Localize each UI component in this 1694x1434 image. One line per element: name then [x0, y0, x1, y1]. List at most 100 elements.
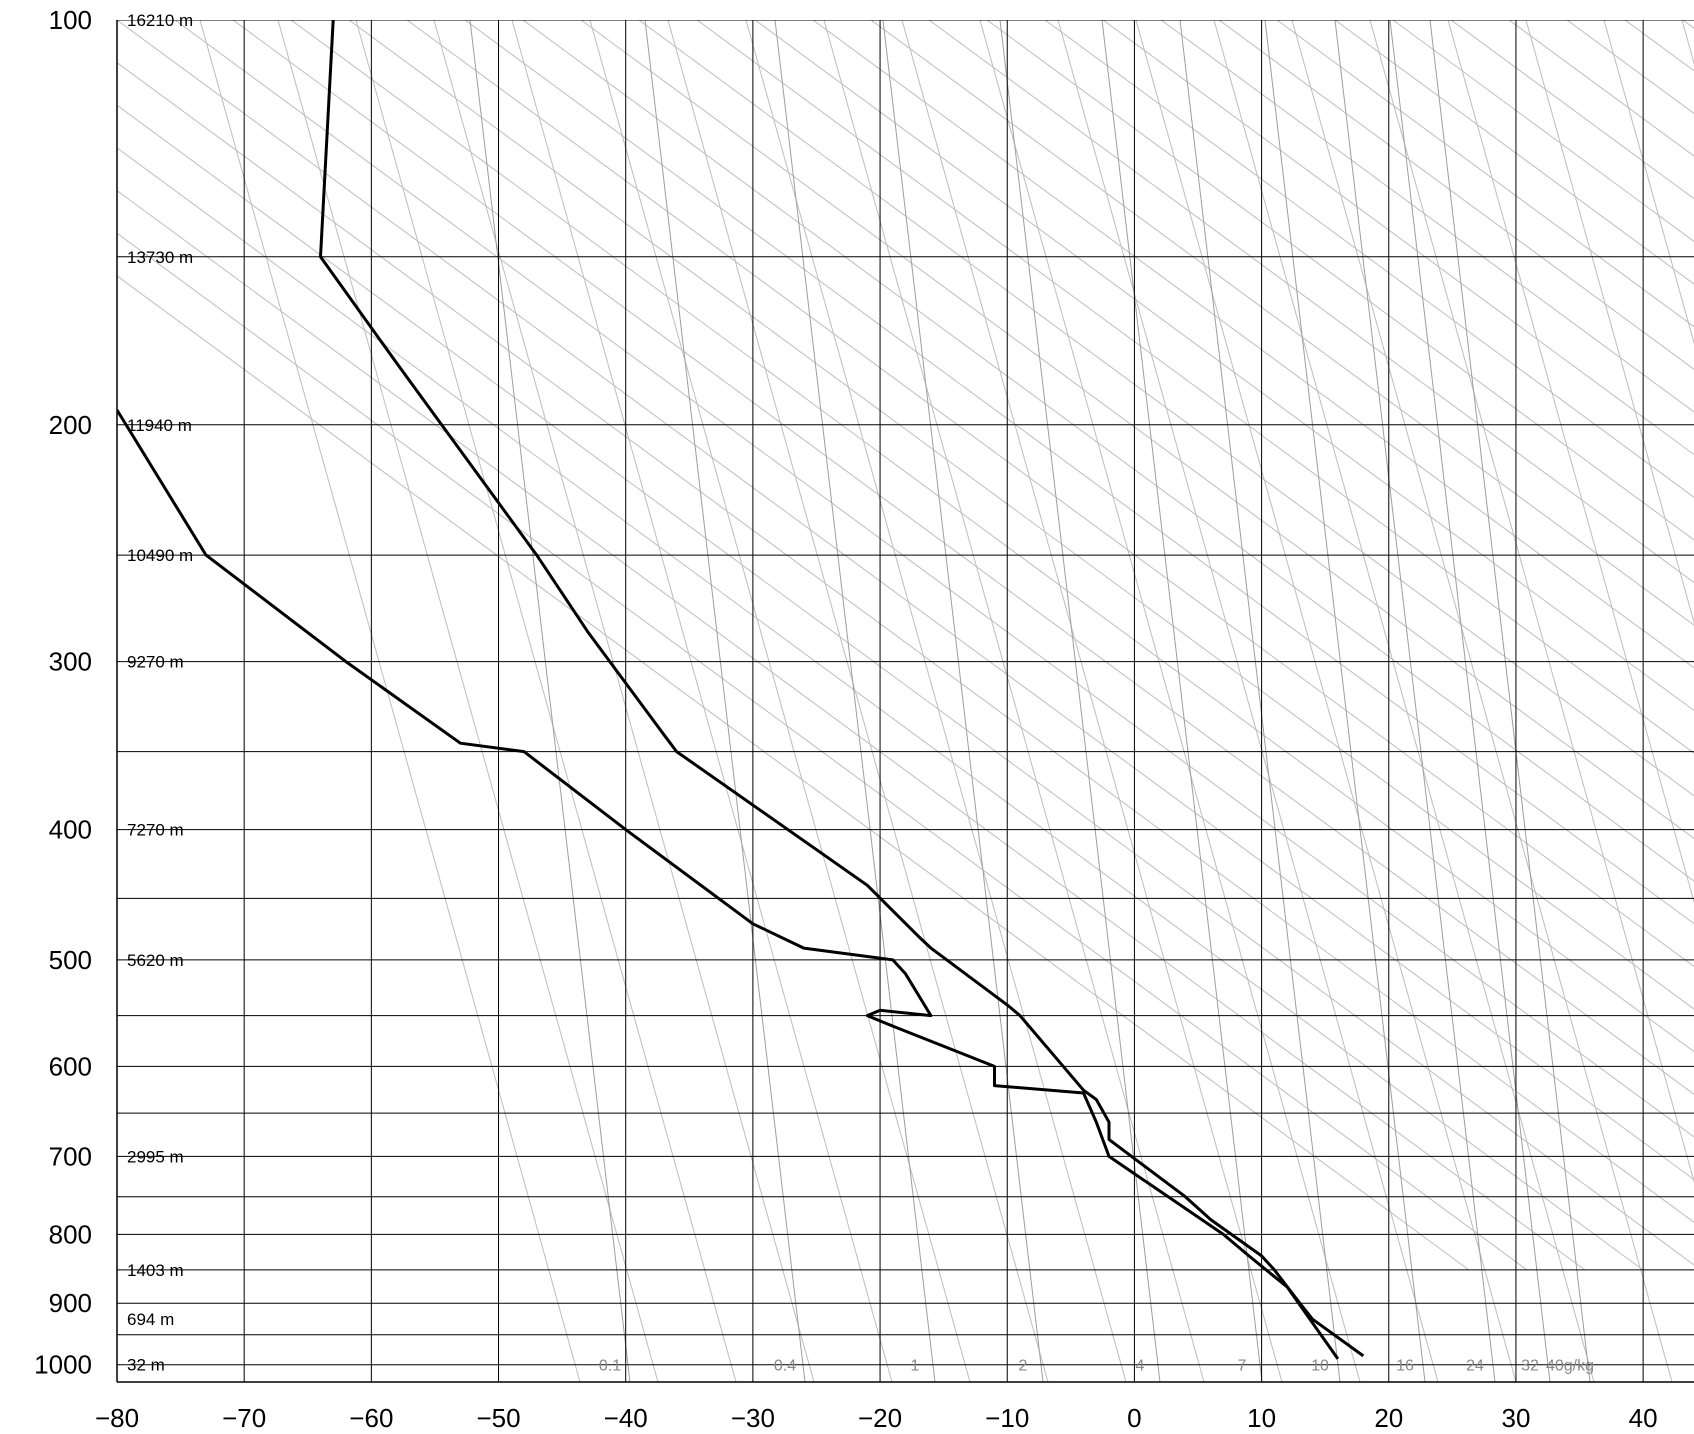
dry-adiabat-line: [986, 20, 1694, 541]
dry-adiabat-line: [232, 20, 1694, 1095]
guide-lines: [117, 20, 1694, 1382]
dry-adiabat-line: [580, 20, 1694, 840]
series-layer: [117, 20, 1365, 1360]
height-label: 9270 m: [127, 653, 184, 672]
mixing-ratio-label: 2: [1019, 1358, 1028, 1375]
x-tick-label: −40: [604, 1403, 648, 1433]
label-layer: 16210 m 13730 m 11940 m 10490 m 9270 m 7270 m…: [127, 11, 1594, 1375]
dry-adiabat-line: [870, 20, 1694, 626]
x-tick-label: −50: [476, 1403, 520, 1433]
height-label: 32 m: [127, 1356, 165, 1375]
x-tick-label: −30: [731, 1403, 775, 1433]
dry-adiabat-line: [1102, 20, 1694, 456]
dry-adiabat-line: [1624, 20, 1694, 72]
dry-adiabat-line: [1160, 20, 1694, 413]
dry-adiabat-line: [117, 62, 1694, 1223]
series-group: [117, 20, 1365, 1360]
frame-layer: [116, 20, 1694, 1383]
grid-layer: [117, 20, 1694, 1382]
dewpoint-profile-line: [117, 409, 1340, 1360]
height-label: 5620 m: [127, 951, 184, 970]
dry-adiabat-line: [1334, 20, 1694, 285]
moist-adiabat-line: [1447, 20, 1694, 904]
x-tick-label: −20: [858, 1403, 902, 1433]
dry-adiabat-line: [1450, 20, 1694, 200]
dry-adiabat-line: [1218, 20, 1694, 370]
dry-adiabat-line: [117, 232, 1528, 1271]
moist-adiabat-line: [745, 20, 1127, 1382]
moist-adiabat-line: [1057, 20, 1439, 1382]
y-tick-label: 600: [49, 1051, 92, 1081]
height-label: 2995 m: [127, 1147, 184, 1166]
x-tick-label: −60: [349, 1403, 393, 1433]
y-tick-label: 100: [49, 5, 92, 35]
y-tick-label: 200: [49, 410, 92, 440]
x-tick-label: −10: [985, 1403, 1029, 1433]
x-tick-label: 10: [1247, 1403, 1276, 1433]
moist-adiabat-line: [1603, 20, 1694, 345]
y-tick-label: 800: [49, 1219, 92, 1249]
x-tick-label: −70: [222, 1403, 266, 1433]
mixing-ratio-line: [1264, 20, 1426, 1382]
moist-adiabat-line: [277, 20, 659, 1382]
dry-adiabat-line: [638, 20, 1694, 797]
mixing-ratio-label: 1: [911, 1358, 920, 1375]
dry-adiabat-line: [928, 20, 1694, 584]
dry-adiabat-line: [406, 20, 1694, 967]
dry-adiabat-line: [174, 20, 1694, 1138]
dry-adiabat-line: [1682, 20, 1694, 29]
dry-adiabat-line: [117, 189, 1586, 1271]
height-label: 10490 m: [127, 546, 193, 565]
mixing-ratio-label: 10: [1311, 1358, 1329, 1375]
mixing-ratio-label: 32: [1521, 1358, 1539, 1375]
dry-adiabat-line: [117, 104, 1694, 1266]
dry-adiabat-line: [117, 147, 1644, 1271]
moist-adiabat-line: [1135, 20, 1517, 1382]
mixing-ratio-line: [644, 20, 806, 1382]
x-tick-label: 0: [1127, 1403, 1141, 1433]
mixing-ratio-line: [1389, 20, 1551, 1382]
moist-adiabat-line: [589, 20, 971, 1382]
mixing-ratio-label: 7: [1238, 1358, 1247, 1375]
y-tick-label: 900: [49, 1288, 92, 1318]
moist-adiabat-line: [433, 20, 815, 1382]
mixing-ratio-label: 24: [1466, 1358, 1484, 1375]
y-tick-label: 700: [49, 1141, 92, 1171]
temperature-profile-line: [319, 20, 1365, 1358]
pressure-gridlines: [117, 20, 1694, 1382]
mixing-ratio-line: [882, 20, 1044, 1382]
mixing-ratio-line: [999, 20, 1161, 1382]
moist-adiabat-line: [667, 20, 1049, 1382]
y-tick-label: 400: [49, 815, 92, 845]
dry-adiabat-line: [290, 20, 1694, 1053]
moist-adiabat-line: [901, 20, 1283, 1382]
mixing-ratio-line: [1179, 20, 1341, 1382]
dry-adiabat-line: [1276, 20, 1694, 328]
y-tick-label: 1000: [34, 1350, 92, 1380]
mixing-ratio-label: 40g/kg: [1546, 1358, 1594, 1375]
x-tick-label: −80: [95, 1403, 139, 1433]
y-tick-label: 500: [49, 945, 92, 975]
mixing-ratio-line: [469, 20, 631, 1382]
dry-adiabat-line: [812, 20, 1694, 669]
dry-adiabat-line: [1392, 20, 1694, 242]
x-tick-label: 40: [1629, 1403, 1658, 1433]
moist-adiabat-line: [823, 20, 1205, 1382]
moist-adiabat-line: [1525, 20, 1694, 625]
y-tick-label: 300: [49, 647, 92, 677]
moist-adiabat-line: [1213, 20, 1595, 1382]
dry-adiabat-line: [464, 20, 1694, 925]
moist-adiabat-line: [1291, 20, 1673, 1382]
x-tick-label: 30: [1501, 1403, 1530, 1433]
mixing-ratio-line: [774, 20, 936, 1382]
height-label: 7270 m: [127, 821, 184, 840]
moist-adiabat-line: [199, 20, 581, 1382]
moist-adiabat-line: [355, 20, 737, 1382]
height-label: 694 m: [127, 1310, 174, 1329]
dry-adiabat-line: [117, 20, 1694, 1181]
mixing-ratio-line: [1334, 20, 1496, 1382]
dry-adiabat-line: [522, 20, 1694, 882]
mixing-ratio-line: [1429, 20, 1591, 1382]
